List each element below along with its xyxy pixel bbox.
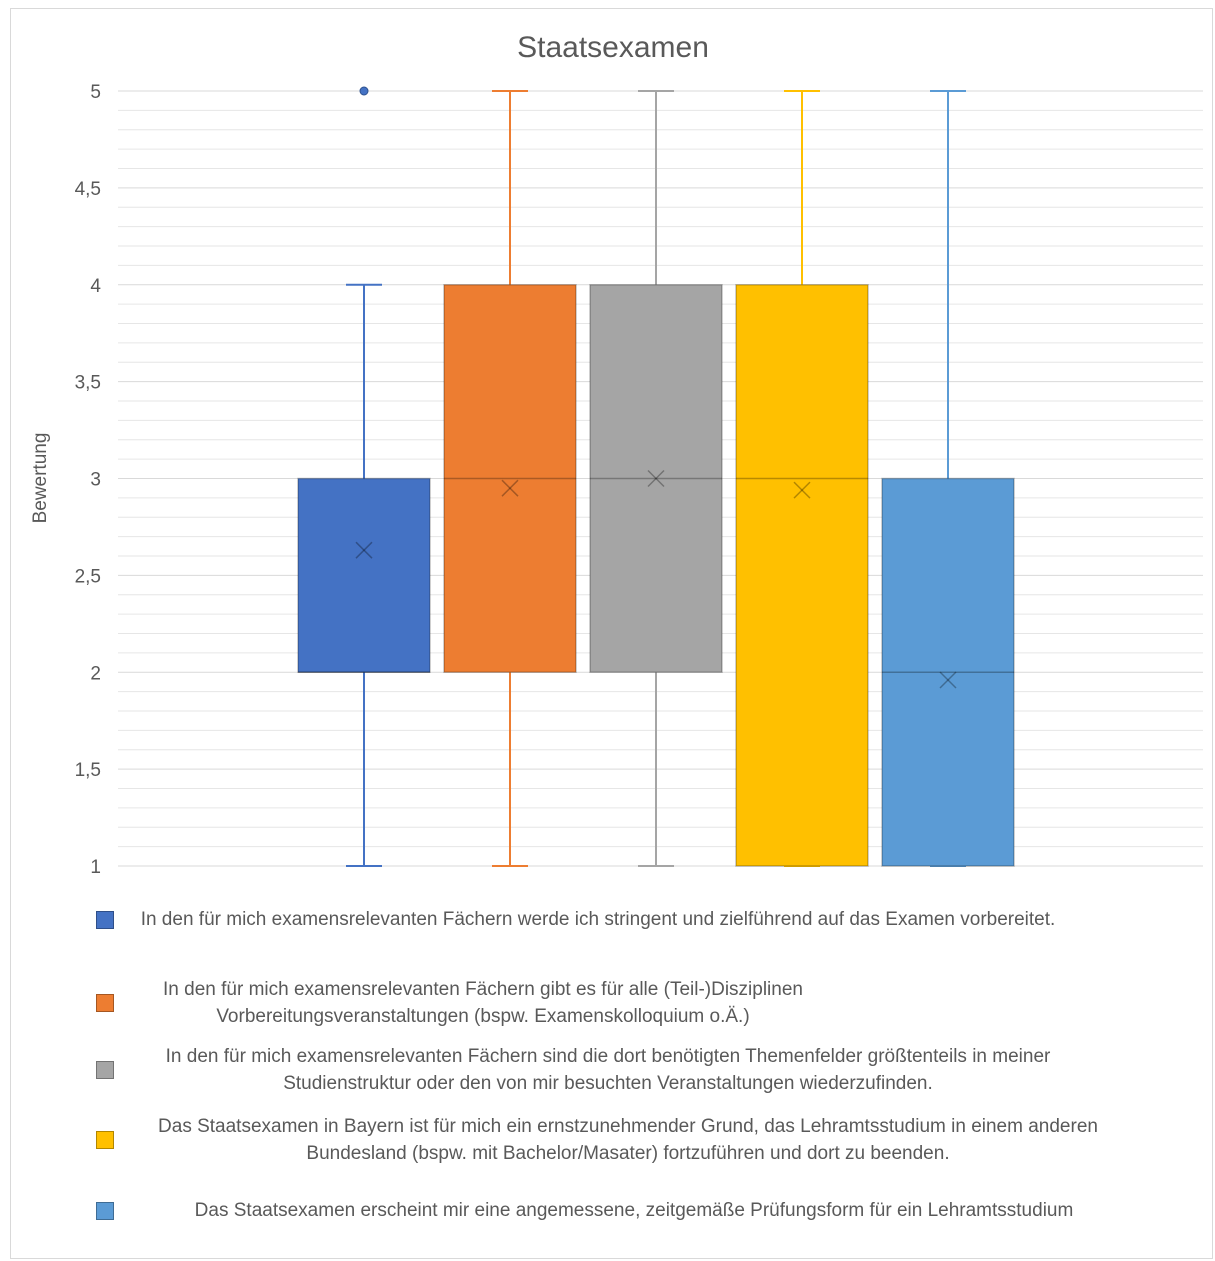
y-tick-label: 2,5 [75,566,101,587]
box-iqr [297,477,431,673]
legend-item: In den für mich examensrelevanten Fächer… [96,906,1068,933]
box-series [589,90,723,867]
mean-marker [793,481,811,499]
legend-item: In den für mich examensrelevanten Fächer… [96,976,838,1030]
box-iqr [881,477,1015,867]
outlier-point [359,86,369,96]
legend-label: In den für mich examensrelevanten Fächer… [163,979,803,1027]
y-tick-label: 5 [90,82,101,103]
y-tick-label: 2 [90,663,101,684]
chart-title: Staatsexamen [517,31,709,64]
mean-marker [355,541,373,559]
legend-swatch [96,1061,114,1079]
box-iqr [735,284,869,867]
mean-marker [501,479,519,497]
box-iqr [443,284,577,673]
mean-marker [939,671,957,689]
boxes [297,86,1015,867]
legend-label: Das Staatsexamen erscheint mir eine ange… [194,1200,1074,1221]
y-tick-label: 4 [90,276,101,297]
y-tick-labels: 1 1,5 2 2,5 3 3,5 4 4,5 5 [75,82,102,878]
chart-frame [10,8,1213,1259]
legend-item: In den für mich examensrelevanten Fächer… [96,1043,1088,1097]
y-axis-label: Bewertung [30,433,51,524]
legend-label: Das Staatsexamen in Bayern ist für mich … [158,1116,1098,1164]
legend-label: In den für mich examensrelevanten Fächer… [140,909,1056,930]
legend-label: In den für mich examensrelevanten Fächer… [165,1046,1051,1094]
legend-item: Das Staatsexamen in Bayern ist für mich … [96,1113,1128,1167]
mean-marker [647,469,665,488]
y-tick-label: 3 [90,470,101,491]
mean-marker [501,479,519,497]
legend-item: Das Staatsexamen erscheint mir eine ange… [96,1197,1140,1224]
legend-swatch [96,910,114,929]
y-tick-label: 4,5 [75,179,101,200]
y-tick-label: 1,5 [75,760,101,781]
box-series [297,86,431,867]
box-series [735,90,869,867]
mean-marker [355,541,373,559]
mean-marker [647,469,665,488]
y-tick-label: 1 [90,857,101,878]
box-series [443,90,577,867]
box-iqr [589,284,723,673]
mean-marker [939,671,957,689]
legend-swatch [96,1131,114,1149]
mean-marker [793,481,811,499]
legend-swatch [96,994,114,1012]
box-series [881,90,1015,867]
legend-swatch [96,1201,114,1220]
y-tick-label: 3,5 [75,373,101,394]
